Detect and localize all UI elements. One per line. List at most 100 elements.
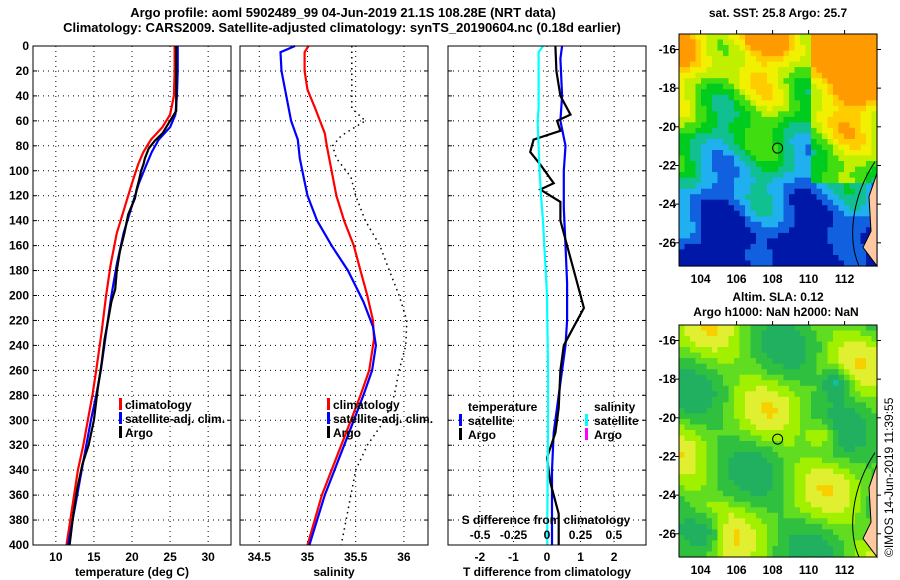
map-cell bbox=[833, 501, 840, 508]
map-cell bbox=[767, 105, 774, 112]
map-cell bbox=[860, 94, 867, 101]
x-tick-label: 30 bbox=[201, 550, 215, 564]
map-cell bbox=[794, 407, 801, 414]
map-cell bbox=[794, 216, 801, 223]
map-cell bbox=[844, 485, 851, 492]
map-cell bbox=[822, 144, 829, 151]
map-cell bbox=[712, 144, 719, 151]
map-cell bbox=[827, 39, 834, 46]
map-cell bbox=[789, 166, 796, 173]
map-cell bbox=[833, 177, 840, 184]
map-cell bbox=[849, 452, 856, 459]
map-cell bbox=[712, 199, 719, 206]
map-cell bbox=[805, 83, 812, 90]
map-cell bbox=[827, 407, 834, 414]
map-cell bbox=[679, 496, 686, 503]
map-cell bbox=[816, 435, 823, 442]
map-cell bbox=[866, 347, 873, 354]
map-cell bbox=[717, 402, 724, 409]
map-cell bbox=[833, 490, 840, 497]
map-cell bbox=[712, 468, 719, 475]
map-cell bbox=[734, 89, 741, 96]
map-cell bbox=[756, 67, 763, 74]
argo-location-marker bbox=[772, 433, 784, 445]
map-cell bbox=[849, 496, 856, 503]
map-cell bbox=[805, 325, 812, 332]
map-cell bbox=[728, 111, 735, 118]
map-cell bbox=[827, 89, 834, 96]
map-cell bbox=[844, 183, 851, 190]
map-cell bbox=[706, 243, 713, 250]
map-cell bbox=[745, 172, 752, 179]
map-cell bbox=[805, 336, 812, 343]
map-cell bbox=[778, 474, 785, 481]
map-cell bbox=[712, 413, 719, 420]
map-cell bbox=[701, 94, 708, 101]
map-cell bbox=[761, 249, 768, 256]
map-cell bbox=[844, 468, 851, 475]
map-cell bbox=[794, 435, 801, 442]
map-cell bbox=[866, 210, 873, 217]
map-cell bbox=[701, 238, 708, 245]
map-cell bbox=[772, 391, 779, 398]
map-cell bbox=[778, 374, 785, 381]
map-cell bbox=[838, 518, 845, 525]
map-cell bbox=[822, 227, 829, 234]
map-cell bbox=[794, 78, 801, 85]
map-cell bbox=[860, 249, 867, 256]
map-cell bbox=[789, 67, 796, 74]
map-cell bbox=[855, 50, 862, 57]
map-cell bbox=[739, 546, 746, 553]
map-cell bbox=[811, 347, 818, 354]
map-cell bbox=[728, 551, 735, 558]
legend-swatch bbox=[585, 428, 588, 440]
map-cell bbox=[717, 534, 724, 541]
map-cell bbox=[767, 238, 774, 245]
map-lat-label: -20 bbox=[659, 411, 677, 425]
map-cell bbox=[800, 385, 807, 392]
map-cell bbox=[783, 161, 790, 168]
map-cell bbox=[844, 133, 851, 140]
map-cell bbox=[789, 446, 796, 453]
map-cell bbox=[684, 418, 691, 425]
map-cell bbox=[860, 34, 867, 41]
map-cell bbox=[816, 496, 823, 503]
map-cell bbox=[734, 446, 741, 453]
map-cell bbox=[728, 380, 735, 387]
map-cell bbox=[822, 507, 829, 514]
map-cell bbox=[800, 227, 807, 234]
map-cell bbox=[750, 534, 757, 541]
map-cell bbox=[756, 155, 763, 162]
map-cell bbox=[800, 216, 807, 223]
map-cell bbox=[739, 507, 746, 514]
map-cell bbox=[723, 523, 730, 530]
map-cell bbox=[805, 341, 812, 348]
map-cell bbox=[833, 529, 840, 536]
map-cell bbox=[789, 89, 796, 96]
map-cell bbox=[838, 116, 845, 123]
map-subtitle: Argo h1000: NaN h2000: NaN bbox=[693, 305, 858, 319]
map-cell bbox=[745, 34, 752, 41]
map-cell bbox=[778, 463, 785, 470]
map-cell bbox=[761, 255, 768, 262]
map-cell bbox=[827, 446, 834, 453]
map-cell bbox=[695, 243, 702, 250]
map-cell bbox=[750, 325, 757, 332]
map-cell bbox=[844, 61, 851, 68]
map-cell bbox=[822, 56, 829, 63]
map-cell bbox=[866, 89, 873, 96]
map-cell bbox=[772, 39, 779, 46]
map-cell bbox=[734, 139, 741, 146]
map-cell bbox=[871, 463, 878, 470]
map-cell bbox=[794, 391, 801, 398]
map-cell bbox=[717, 216, 724, 223]
map-cell bbox=[723, 216, 730, 223]
map-cell bbox=[866, 501, 873, 508]
map-cell bbox=[811, 105, 818, 112]
map-cell bbox=[767, 155, 774, 162]
map-cell bbox=[805, 507, 812, 514]
map-cell bbox=[750, 512, 757, 519]
map-cell bbox=[860, 347, 867, 354]
map-cell bbox=[833, 341, 840, 348]
map-cell bbox=[827, 457, 834, 464]
